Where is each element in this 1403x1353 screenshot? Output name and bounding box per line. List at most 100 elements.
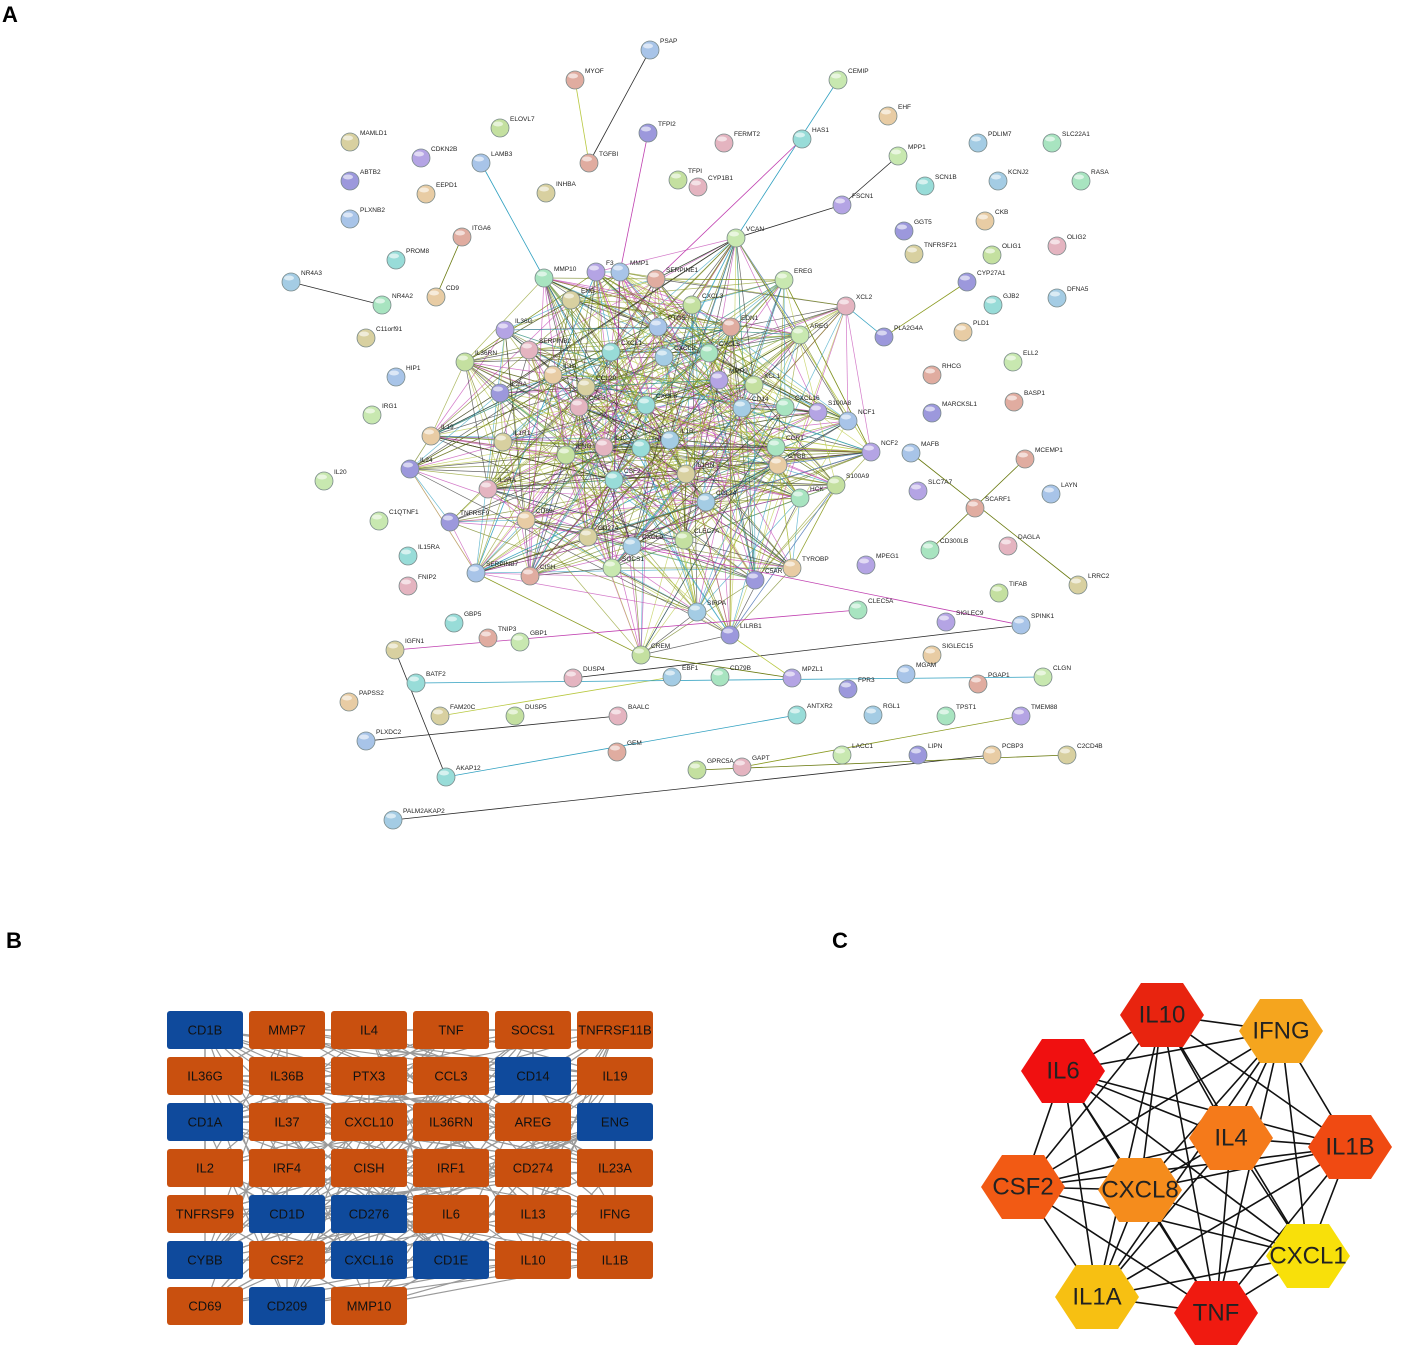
gene-node bbox=[331, 1287, 407, 1325]
edge bbox=[487, 356, 665, 490]
gene-label: ENG bbox=[601, 1114, 629, 1129]
gene-node bbox=[413, 1011, 489, 1049]
edge bbox=[475, 484, 837, 574]
node-highlight bbox=[724, 320, 734, 326]
protein-node bbox=[631, 438, 651, 458]
node-label: IL24 bbox=[420, 457, 433, 464]
node-label: F3 bbox=[606, 260, 614, 267]
gene-label: CXCL16 bbox=[344, 1252, 393, 1267]
edge bbox=[529, 334, 801, 577]
edge bbox=[487, 454, 567, 490]
protein-node bbox=[968, 674, 988, 694]
edge bbox=[464, 361, 489, 490]
edge bbox=[430, 237, 737, 437]
edge bbox=[578, 406, 801, 499]
node-label: MMP1 bbox=[630, 260, 649, 267]
node-label: EBF1 bbox=[682, 665, 699, 672]
edge bbox=[655, 138, 803, 280]
node-highlight bbox=[566, 671, 576, 677]
node-label: CXCL1 bbox=[621, 340, 642, 347]
hub-node bbox=[1266, 1224, 1350, 1288]
edge bbox=[910, 452, 1079, 586]
node-label: HIP1 bbox=[406, 365, 421, 372]
protein-node bbox=[696, 492, 716, 512]
node-label: PAPSS2 bbox=[359, 690, 384, 697]
node-label: SIGLEC15 bbox=[942, 643, 973, 650]
node-highlight bbox=[597, 440, 607, 446]
protein-node bbox=[400, 459, 420, 479]
edge bbox=[791, 497, 801, 569]
edge bbox=[595, 271, 849, 422]
edge bbox=[1062, 1070, 1098, 1298]
edge bbox=[487, 279, 785, 490]
protein-node bbox=[894, 221, 914, 241]
edge bbox=[574, 79, 590, 164]
node-highlight bbox=[679, 467, 689, 473]
edge bbox=[543, 277, 756, 581]
node-label: CISH bbox=[540, 564, 556, 571]
edge bbox=[475, 446, 605, 574]
edge bbox=[409, 404, 647, 470]
protein-node bbox=[561, 290, 581, 310]
node-label: PLXNB2 bbox=[360, 207, 385, 214]
node-highlight bbox=[657, 350, 667, 356]
node-highlight bbox=[508, 709, 518, 715]
protein-node bbox=[654, 347, 674, 367]
edge bbox=[525, 356, 665, 521]
edge bbox=[504, 278, 657, 331]
node-label: MAFB bbox=[921, 441, 939, 448]
protein-node bbox=[1071, 171, 1091, 191]
gene-node bbox=[577, 1057, 653, 1095]
node-highlight bbox=[991, 174, 1001, 180]
edge bbox=[409, 468, 837, 486]
hub-node bbox=[1021, 1039, 1105, 1103]
node-highlight bbox=[582, 156, 592, 162]
edge bbox=[685, 411, 819, 475]
node-highlight bbox=[604, 345, 614, 351]
edge bbox=[475, 299, 572, 574]
protein-node bbox=[519, 340, 539, 360]
edge bbox=[578, 404, 647, 408]
node-highlight bbox=[992, 586, 1002, 592]
node-label: FSCN1 bbox=[852, 193, 874, 200]
edge bbox=[645, 404, 698, 613]
node-highlight bbox=[717, 136, 727, 142]
node-label: ENG bbox=[581, 288, 595, 295]
edge bbox=[565, 454, 633, 547]
node-highlight bbox=[785, 561, 795, 567]
protein-node bbox=[975, 211, 995, 231]
node-highlight bbox=[649, 272, 659, 278]
node-highlight bbox=[777, 273, 787, 279]
gene-label: IL36B bbox=[270, 1068, 304, 1083]
node-label: IRG1 bbox=[382, 403, 398, 410]
protein-node bbox=[908, 745, 928, 765]
node-highlight bbox=[864, 445, 874, 451]
node-label: NR4A3 bbox=[301, 270, 322, 277]
node-label: XCL1 bbox=[764, 373, 781, 380]
edge bbox=[570, 299, 589, 538]
edge bbox=[1022, 1186, 1309, 1257]
node-highlight bbox=[568, 73, 578, 79]
protein-node bbox=[493, 432, 513, 452]
edge bbox=[640, 406, 786, 656]
edge bbox=[669, 439, 756, 581]
protein-node bbox=[579, 153, 599, 173]
node-highlight bbox=[519, 513, 529, 519]
protein-node bbox=[556, 445, 576, 465]
node-highlight bbox=[641, 126, 651, 132]
node-highlight bbox=[643, 43, 653, 49]
node-label: IL36RN bbox=[475, 350, 497, 357]
gene-node bbox=[249, 1287, 325, 1325]
node-highlight bbox=[904, 446, 914, 452]
edge bbox=[845, 305, 872, 453]
node-highlight bbox=[723, 628, 733, 634]
edge bbox=[613, 451, 872, 481]
node-highlight bbox=[493, 121, 503, 127]
gene-label: IL13 bbox=[520, 1206, 545, 1221]
node-highlight bbox=[537, 271, 547, 277]
node-label: RHCG bbox=[942, 363, 961, 370]
gene-node bbox=[331, 1149, 407, 1187]
protein-node bbox=[790, 325, 810, 345]
node-highlight bbox=[401, 549, 411, 555]
node-label: PALM2AKAP2 bbox=[403, 808, 445, 815]
